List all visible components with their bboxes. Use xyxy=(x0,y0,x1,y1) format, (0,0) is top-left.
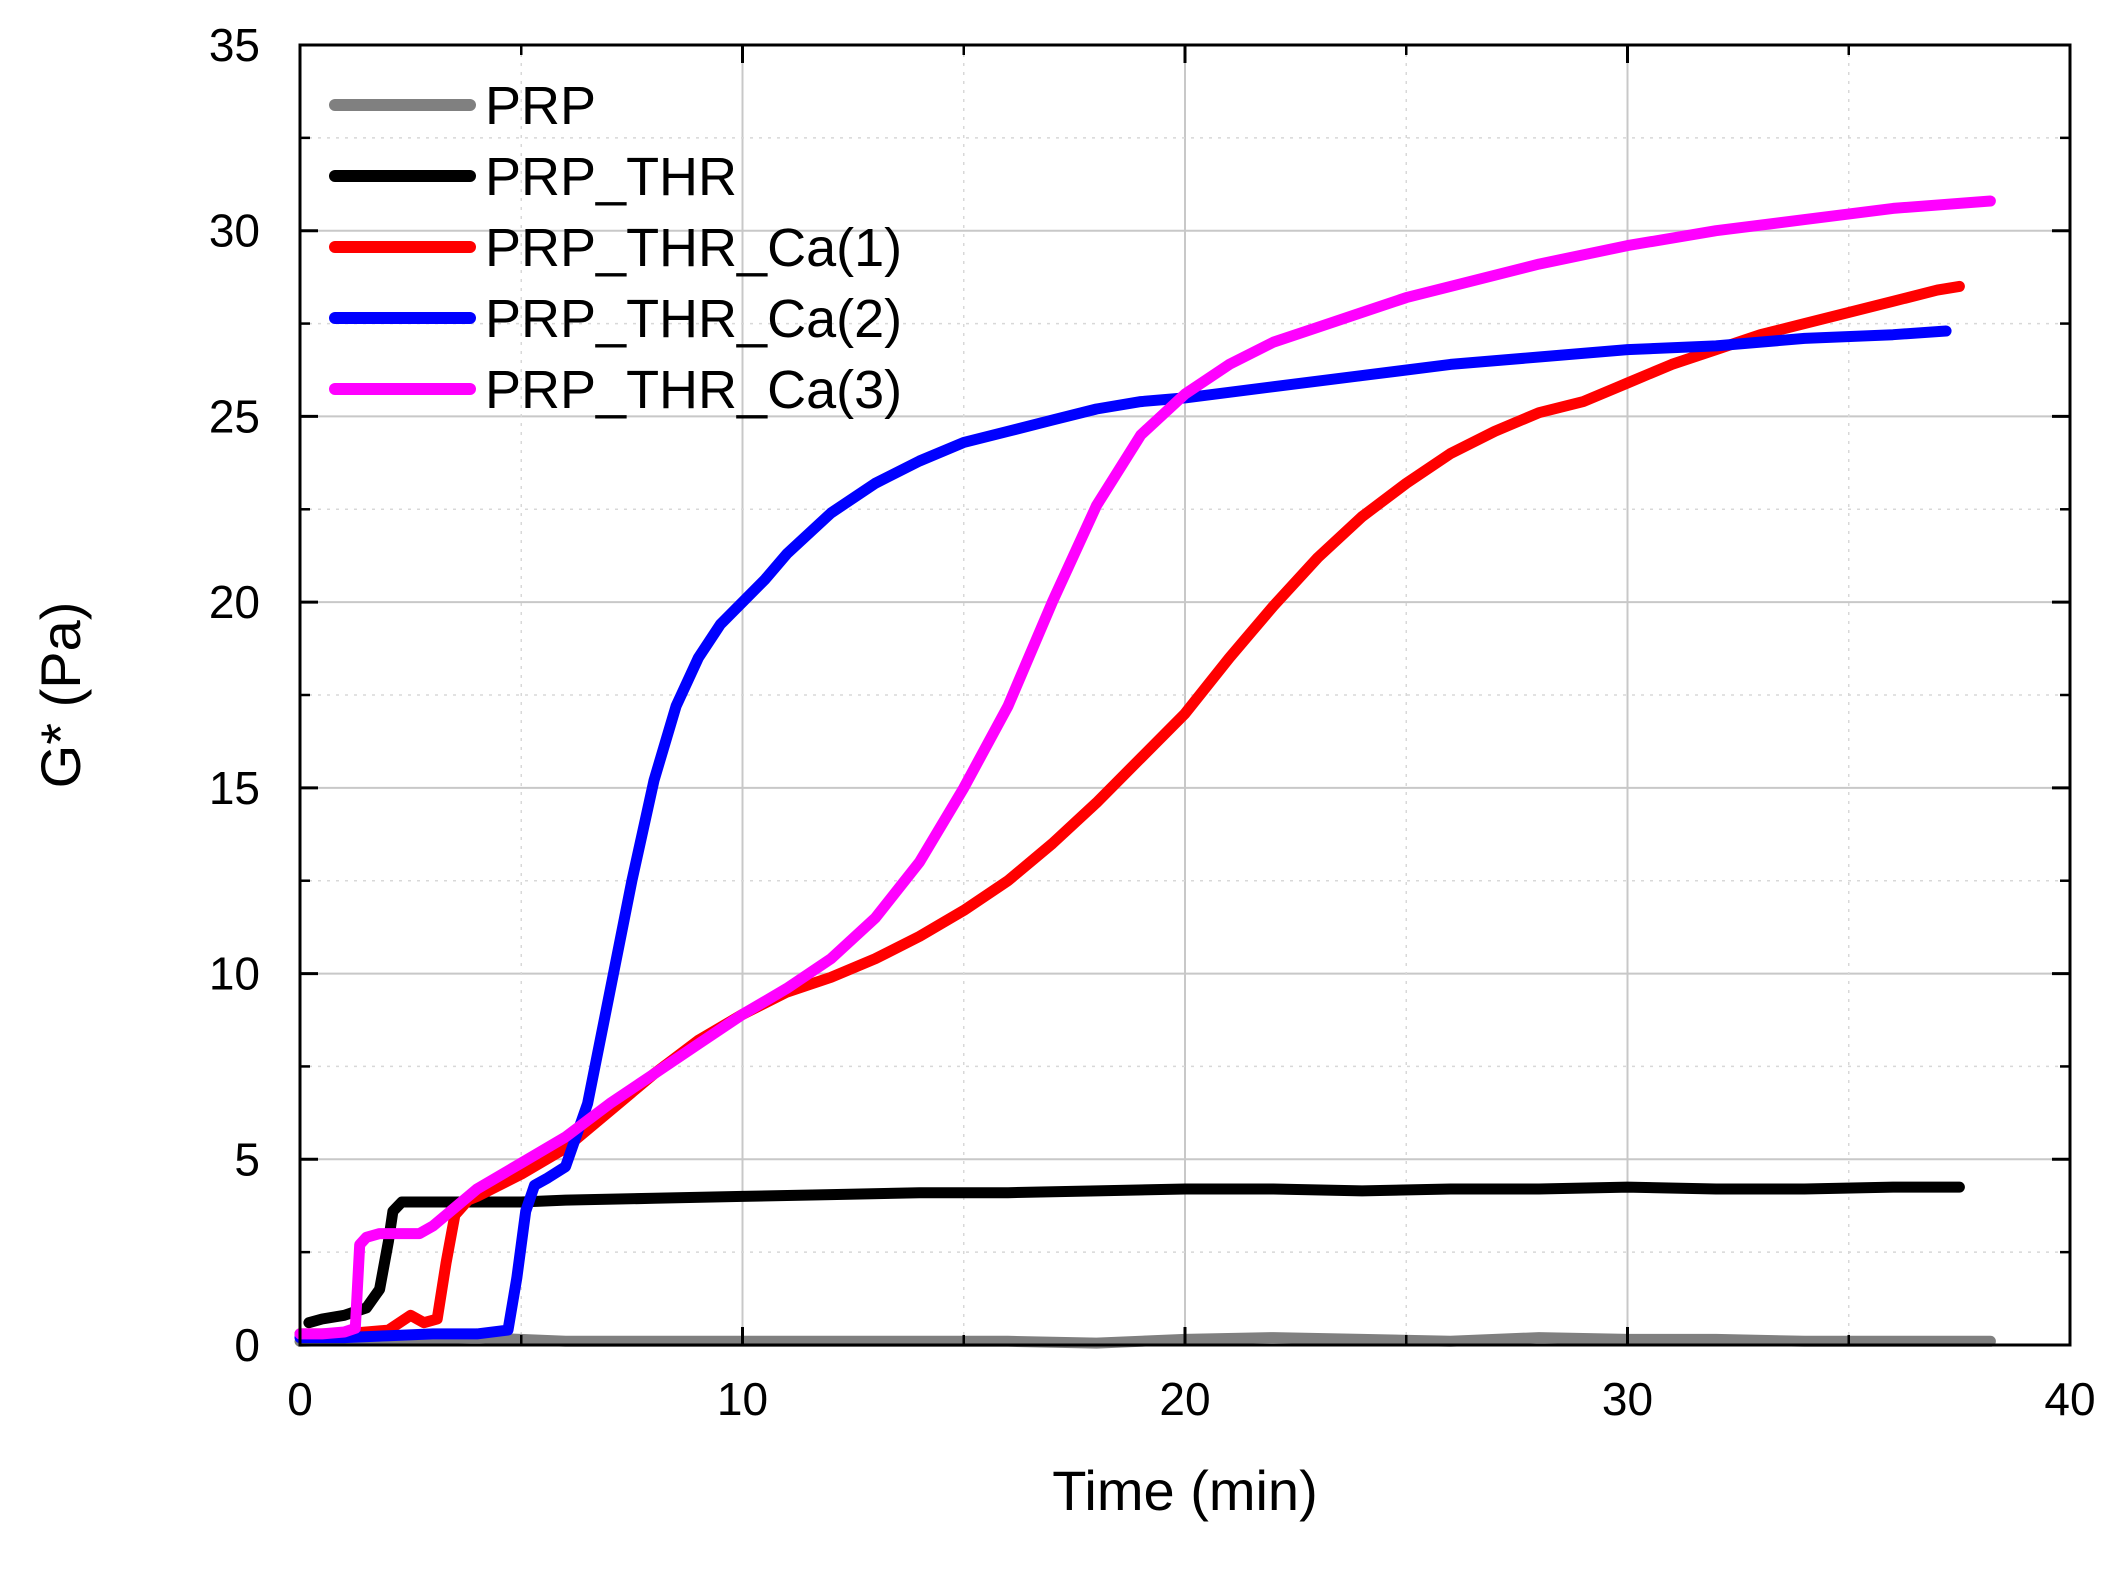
y-tick-label: 10 xyxy=(209,948,260,1000)
y-tick-label: 35 xyxy=(209,19,260,71)
y-tick-label: 15 xyxy=(209,762,260,814)
series-line-prp xyxy=(294,1332,1996,1349)
legend-label-prp: PRP xyxy=(485,76,596,136)
axis-ticks xyxy=(298,43,2072,1347)
grid-lines xyxy=(300,45,2070,1345)
x-tick-label: 40 xyxy=(2044,1373,2095,1425)
x-tick-label: 30 xyxy=(1602,1373,1653,1425)
series-line-prp-thr-ca-2 xyxy=(294,325,1952,1344)
series-layer xyxy=(294,195,1996,1349)
y-tick-label: 30 xyxy=(209,205,260,257)
y-axis-title: G* (Pa) xyxy=(29,602,92,789)
y-tick-label: 5 xyxy=(234,1133,260,1185)
x-tick-label: 10 xyxy=(717,1373,768,1425)
tick-labels: 0 10 20 30 40 0 5 10 15 20 25 30 35 xyxy=(209,19,2096,1425)
y-tick-label: 20 xyxy=(209,576,260,628)
series-line-prp-thr xyxy=(303,1181,1965,1329)
legend-label-prp-thr-ca-1: PRP_THR_Ca(1) xyxy=(485,218,902,278)
legend-label-prp-thr-ca-3: PRP_THR_Ca(3) xyxy=(485,360,902,420)
legend-label-prp-thr-ca-2: PRP_THR_Ca(2) xyxy=(485,289,902,349)
y-tick-label: 25 xyxy=(209,390,260,442)
series-line-prp-thr-ca-1 xyxy=(294,280,1965,1340)
y-tick-label: 0 xyxy=(234,1319,260,1371)
x-axis-title: Time (min) xyxy=(1052,1459,1317,1522)
legend: PRP PRP_THR PRP_THR_Ca(1) PRP_THR_Ca(2) PRP_… xyxy=(329,76,902,420)
x-tick-label: 20 xyxy=(1159,1373,1210,1425)
x-tick-label: 0 xyxy=(287,1373,313,1425)
legend-label-prp-thr: PRP_THR xyxy=(485,147,737,207)
series-line-prp-thr-ca-3 xyxy=(294,195,1996,1340)
